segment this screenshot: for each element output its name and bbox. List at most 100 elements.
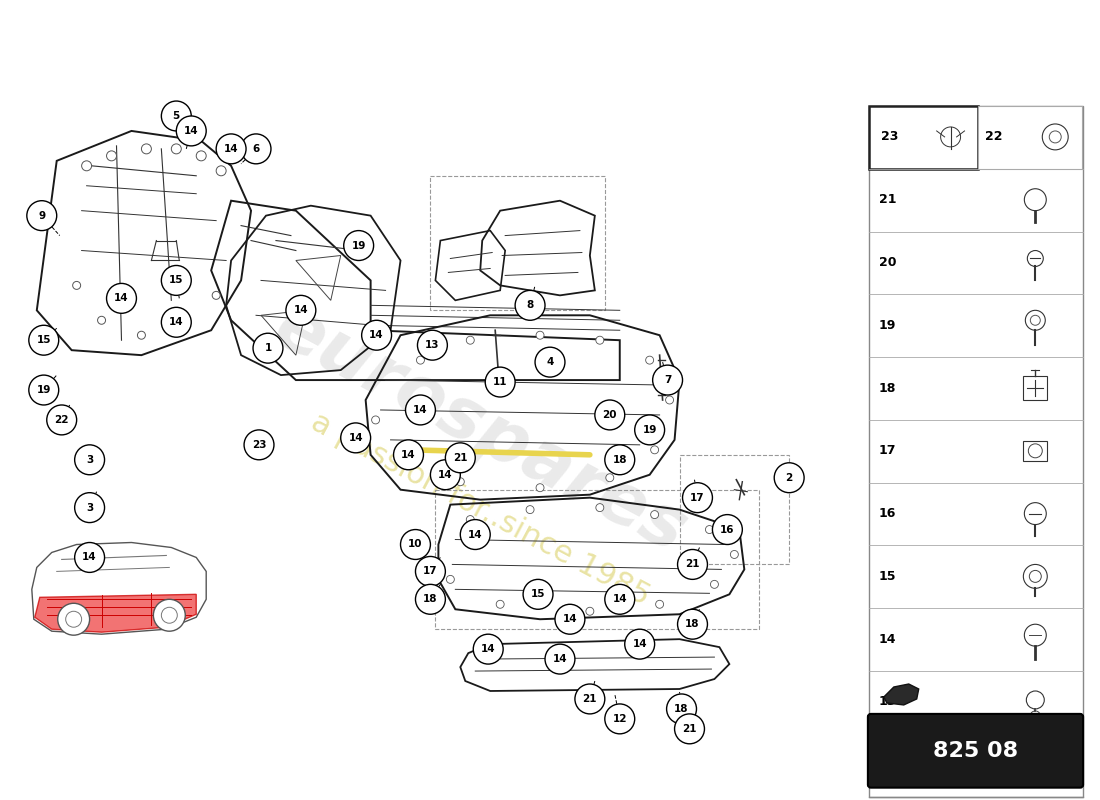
Circle shape — [162, 307, 191, 338]
Text: 14: 14 — [438, 470, 453, 480]
Circle shape — [682, 482, 713, 513]
Text: 18: 18 — [685, 619, 700, 630]
Circle shape — [678, 550, 707, 579]
Circle shape — [73, 282, 80, 290]
Circle shape — [524, 579, 553, 610]
Text: 14: 14 — [468, 530, 483, 539]
Circle shape — [153, 599, 185, 631]
Text: 14: 14 — [879, 633, 896, 646]
Text: 14: 14 — [294, 306, 308, 315]
Text: 11: 11 — [493, 377, 507, 387]
Circle shape — [57, 603, 89, 635]
Text: 9: 9 — [39, 210, 45, 221]
Circle shape — [416, 584, 446, 614]
Text: 21: 21 — [583, 694, 597, 704]
Circle shape — [447, 575, 454, 583]
Text: 14: 14 — [414, 405, 428, 415]
Circle shape — [372, 416, 379, 424]
Text: 14: 14 — [481, 644, 495, 654]
Circle shape — [446, 443, 475, 473]
Circle shape — [485, 367, 515, 397]
Circle shape — [162, 101, 191, 131]
Text: 14: 14 — [562, 614, 578, 624]
Circle shape — [605, 704, 635, 734]
FancyBboxPatch shape — [868, 714, 1084, 788]
Circle shape — [730, 550, 738, 558]
Text: 22: 22 — [55, 415, 69, 425]
Circle shape — [605, 584, 635, 614]
Circle shape — [26, 201, 57, 230]
Circle shape — [75, 542, 104, 572]
Text: 21: 21 — [879, 193, 896, 206]
Circle shape — [674, 714, 704, 744]
Text: 14: 14 — [349, 433, 363, 443]
Circle shape — [196, 151, 206, 161]
Text: 16: 16 — [879, 507, 896, 520]
Circle shape — [417, 356, 425, 364]
Circle shape — [596, 504, 604, 512]
Circle shape — [341, 423, 371, 453]
Circle shape — [29, 375, 58, 405]
Text: 14: 14 — [613, 594, 627, 604]
Circle shape — [418, 330, 448, 360]
Text: 15: 15 — [169, 275, 184, 286]
Circle shape — [217, 134, 246, 164]
Circle shape — [416, 557, 446, 586]
Circle shape — [1027, 250, 1043, 266]
Text: 21: 21 — [685, 559, 700, 570]
Circle shape — [1025, 310, 1045, 330]
Circle shape — [107, 283, 136, 314]
Circle shape — [176, 116, 206, 146]
Circle shape — [536, 484, 544, 492]
Circle shape — [47, 405, 77, 435]
Circle shape — [66, 611, 81, 627]
Circle shape — [1023, 565, 1047, 588]
Circle shape — [241, 134, 271, 164]
Circle shape — [473, 634, 503, 664]
Circle shape — [544, 644, 575, 674]
Text: 15: 15 — [879, 570, 896, 583]
Circle shape — [162, 607, 177, 623]
Circle shape — [177, 316, 185, 324]
Circle shape — [460, 519, 491, 550]
Circle shape — [536, 331, 544, 339]
Circle shape — [646, 356, 653, 364]
Circle shape — [656, 600, 663, 608]
Circle shape — [635, 415, 664, 445]
Circle shape — [652, 365, 682, 395]
Circle shape — [1026, 691, 1044, 709]
Circle shape — [605, 445, 635, 474]
Text: 17: 17 — [690, 493, 705, 502]
Text: 19: 19 — [642, 425, 657, 435]
Circle shape — [625, 630, 654, 659]
Text: 16: 16 — [720, 525, 735, 534]
Text: 14: 14 — [223, 144, 239, 154]
Text: 17: 17 — [424, 566, 438, 577]
Text: 15: 15 — [531, 590, 546, 599]
Circle shape — [466, 336, 474, 344]
Circle shape — [556, 604, 585, 634]
Circle shape — [430, 460, 460, 490]
Circle shape — [1031, 711, 1041, 721]
Circle shape — [1043, 124, 1068, 150]
Text: 23: 23 — [881, 130, 899, 143]
Circle shape — [1028, 444, 1043, 458]
Circle shape — [286, 295, 316, 326]
Text: 18: 18 — [674, 704, 689, 714]
Circle shape — [650, 446, 659, 454]
Text: 17: 17 — [879, 444, 896, 458]
Circle shape — [362, 320, 392, 350]
Text: 21: 21 — [453, 453, 468, 462]
FancyBboxPatch shape — [978, 106, 1082, 169]
Circle shape — [406, 395, 436, 425]
Text: 3: 3 — [86, 454, 94, 465]
Circle shape — [774, 462, 804, 493]
Circle shape — [456, 478, 464, 486]
Text: 3: 3 — [86, 502, 94, 513]
Circle shape — [595, 400, 625, 430]
FancyBboxPatch shape — [869, 106, 1084, 797]
Text: 14: 14 — [184, 126, 199, 136]
Text: 23: 23 — [252, 440, 266, 450]
Text: a passion for..since 1985: a passion for..since 1985 — [306, 408, 654, 611]
Text: 14: 14 — [370, 330, 384, 340]
